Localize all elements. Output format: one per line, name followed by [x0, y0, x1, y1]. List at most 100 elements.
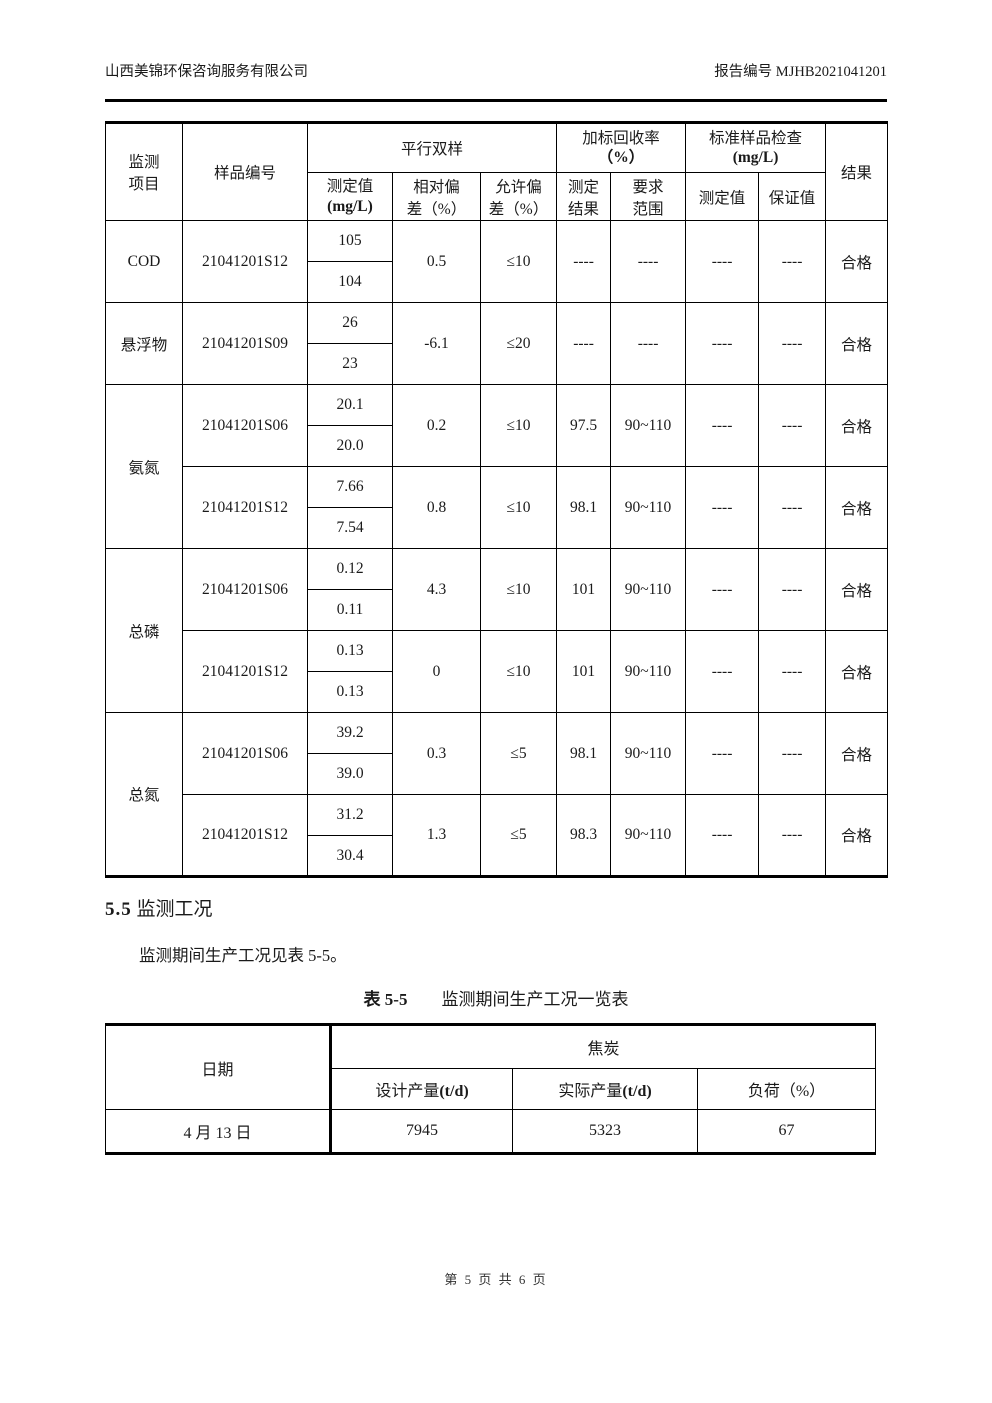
table-row: 21041201S12 7.66 0.8 ≤10 98.1 90~110 ---… [106, 466, 889, 549]
cell-std-measured: ---- [685, 794, 760, 877]
header-sample-id: 样品编号 [182, 122, 308, 221]
cell-allowed-dev: ≤20 [479, 302, 558, 385]
cell-measured-value: 39.0 [307, 753, 393, 795]
cell-measured-value: 0.11 [307, 589, 393, 631]
table-caption: 表 5-5 监测期间生产工况一览表 [105, 985, 887, 1010]
table-row: 7.54 [106, 507, 888, 549]
cell-item: 氨氮 [105, 384, 183, 549]
cell-relative-dev: 1.3 [392, 794, 481, 877]
production-table: 日期 焦炭 设计产量(t/d) 实际产量(t/d) 负荷（%） 4 月 13 日… [105, 1023, 876, 1155]
cell-design-output: 7945 [330, 1109, 513, 1154]
qc-table-head: 监测 项目 样品编号 平行双样 加标回收率 （%） 标准样品检查 (mg/L) … [105, 122, 889, 221]
cell-measured-value: 31.2 [307, 794, 393, 836]
cell-spike-range: 90~110 [610, 630, 687, 713]
header-load: 负荷（%） [697, 1068, 876, 1110]
header-allowed-dev: 允许偏 差（%） [479, 172, 558, 221]
cell-measured-value: 105 [307, 220, 393, 262]
cell-spike-result: 101 [556, 630, 612, 713]
cell-measured-value: 104 [307, 261, 393, 303]
cell-sample-id: 21041201S12 [182, 630, 308, 713]
cell-allowed-dev: ≤10 [479, 630, 558, 713]
header-design-output-unit: (t/d) [439, 1083, 469, 1100]
header-spike-group-line1: 加标回收率 [582, 129, 660, 147]
cell-relative-dev: 0.2 [392, 384, 481, 467]
section-heading: 5.5 监测工况 [105, 894, 887, 921]
cell-relative-dev: 0 [392, 630, 481, 713]
cell-spike-range: 90~110 [610, 466, 687, 549]
table-row: 20.0 [106, 425, 888, 467]
cell-relative-dev: 0.3 [392, 712, 481, 795]
header-design-output: 设计产量(t/d) [330, 1068, 513, 1110]
table-header-row: 日期 焦炭 [105, 1024, 876, 1110]
cell-measured-value: 30.4 [307, 835, 393, 877]
cell-item: 悬浮物 [105, 302, 183, 385]
cell-relative-dev: 0.5 [392, 220, 481, 303]
cell-allowed-dev: ≤5 [479, 794, 558, 877]
cell-measured-value: 23 [307, 343, 393, 385]
cell-item: 总磷 [105, 548, 183, 713]
qc-table-body: COD 21041201S12 105 0.5 ≤10 ---- ---- --… [105, 220, 889, 877]
cell-result: 合格 [825, 220, 889, 303]
cell-std-measured: ---- [685, 384, 760, 467]
header-rule [105, 99, 887, 102]
table-caption-title: 监测期间生产工况一览表 [441, 990, 629, 1009]
cell-std-guaranteed: ---- [758, 466, 827, 549]
table-row: 23 [106, 343, 888, 385]
table-row: 氨氮 21041201S06 20.1 0.2 ≤10 97.5 90~110 … [105, 384, 889, 549]
cell-spike-range: ---- [610, 302, 687, 385]
cell-sample-id: 21041201S12 [182, 794, 308, 877]
report-number: 报告编号 MJHB2021041201 [714, 64, 887, 80]
section-title: 监测工况 [136, 899, 213, 920]
cell-sample-id: 21041201S12 [182, 220, 308, 303]
cell-allowed-dev: ≤10 [479, 548, 558, 631]
cell-spike-result: 98.1 [556, 466, 612, 549]
cell-sample-id: 21041201S06 [182, 548, 308, 631]
cell-std-guaranteed: ---- [758, 794, 827, 877]
qc-results-table: 监测 项目 样品编号 平行双样 加标回收率 （%） 标准样品检查 (mg/L) … [105, 121, 889, 878]
table-row: 悬浮物 21041201S09 26 -6.1 ≤20 ---- ---- --… [105, 302, 889, 385]
header-monitor-item: 监测 项目 [105, 122, 183, 221]
cell-spike-result: ---- [556, 220, 612, 303]
cell-spike-result: 98.1 [556, 712, 612, 795]
cell-relative-dev: -6.1 [392, 302, 481, 385]
cell-std-measured: ---- [685, 220, 760, 303]
table-header-row: 监测 项目 样品编号 平行双样 加标回收率 （%） 标准样品检查 (mg/L) … [105, 122, 889, 221]
header-std-guaranteed: 保证值 [758, 172, 827, 221]
table-row: 0.13 [106, 671, 888, 713]
cell-measured-value: 0.13 [307, 630, 393, 672]
cell-allowed-dev: ≤5 [479, 712, 558, 795]
cell-spike-range: ---- [610, 220, 687, 303]
cell-measured-value: 0.13 [307, 671, 393, 713]
header-spike-range: 要求 范围 [610, 172, 687, 221]
header-spike-group: 加标回收率 （%） [556, 122, 687, 173]
cell-spike-range: 90~110 [610, 794, 687, 877]
cell-item: COD [105, 220, 183, 303]
table-row: 30.4 [106, 835, 888, 877]
header-result: 结果 [825, 122, 889, 221]
cell-spike-range: 90~110 [610, 384, 687, 467]
cell-spike-result: 98.3 [556, 794, 612, 877]
cell-std-measured: ---- [685, 712, 760, 795]
cell-std-guaranteed: ---- [758, 630, 827, 713]
cell-item: 总氮 [105, 712, 183, 877]
table-row: 总氮 21041201S06 39.2 0.3 ≤5 98.1 90~110 -… [105, 712, 889, 877]
production-table-head: 日期 焦炭 设计产量(t/d) 实际产量(t/d) 负荷（%） [105, 1024, 876, 1110]
cell-spike-result: 97.5 [556, 384, 612, 467]
table-row: 104 [106, 261, 888, 303]
cell-relative-dev: 4.3 [392, 548, 481, 631]
cell-allowed-dev: ≤10 [479, 384, 558, 467]
cell-result: 合格 [825, 548, 889, 631]
cell-std-guaranteed: ---- [758, 548, 827, 631]
cell-load: 67 [697, 1109, 876, 1154]
cell-std-measured: ---- [685, 466, 760, 549]
cell-measured-value: 20.0 [307, 425, 393, 467]
table-subheader-row: 测定值 (mg/L) 相对偏 差（%） 允许偏 差（%） 测定 结果 要求 范围… [106, 172, 888, 221]
cell-measured-value: 26 [307, 302, 393, 344]
cell-std-guaranteed: ---- [758, 712, 827, 795]
header-actual-output: 实际产量(t/d) [512, 1068, 698, 1110]
cell-allowed-dev: ≤10 [479, 220, 558, 303]
header-measured-value: 测定值 (mg/L) [307, 172, 393, 221]
table-row: COD 21041201S12 105 0.5 ≤10 ---- ---- --… [105, 220, 889, 303]
header-spike-result: 测定 结果 [556, 172, 612, 221]
header-measured-line1: 测定值 [326, 178, 374, 196]
